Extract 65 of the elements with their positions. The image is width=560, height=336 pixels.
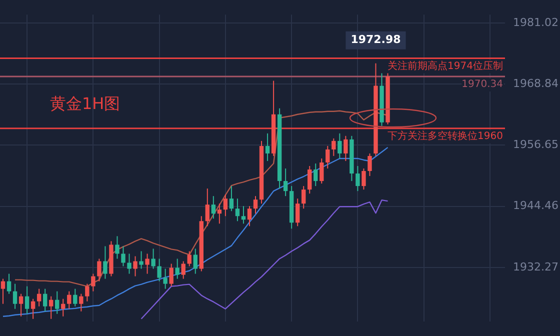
y-tick-label: 1956.65: [513, 138, 558, 152]
candlestick: [223, 194, 228, 217]
candlestick: [175, 258, 180, 280]
candlestick: [253, 196, 258, 214]
y-tick-label: 1944.46: [513, 199, 558, 212]
candlestick: [344, 135, 348, 162]
candlestick: [91, 273, 96, 292]
y-tick-label: 1981.02: [513, 16, 558, 29]
candlestick: [229, 186, 234, 212]
candlestick: [193, 248, 198, 274]
candlestick: [181, 260, 186, 280]
candlestick: [247, 206, 252, 227]
candlestick: [97, 258, 102, 282]
candlestick: [121, 246, 126, 267]
candlestick: [36, 288, 42, 307]
candlestick: [145, 253, 150, 274]
candlestick: [295, 198, 300, 227]
candlestick: [217, 203, 222, 224]
candlestick: [24, 286, 30, 314]
text: 黄金1H图: [50, 94, 120, 113]
candlestick: [187, 250, 192, 267]
candlestick: [314, 162, 318, 187]
candlestick: [73, 288, 78, 307]
candlestick: [265, 132, 270, 162]
candlestick: [157, 258, 162, 282]
candlestick: [0, 278, 6, 304]
candlestick: [308, 165, 312, 194]
candlestick: [241, 206, 246, 224]
candlestick: [332, 138, 336, 156]
candlestick: [320, 158, 324, 184]
candlestick: [362, 168, 366, 190]
candlestick: [235, 198, 240, 222]
candlestick: [139, 250, 144, 270]
candlestick: [12, 283, 18, 310]
candlestick: [42, 288, 48, 312]
candlestick: [30, 298, 36, 320]
candlestick: [338, 132, 342, 159]
candlestick: [326, 145, 330, 169]
candlestick: [79, 293, 84, 312]
candlestick: [55, 290, 60, 314]
ref-line-label: 关注前期高点1974位压制: [388, 60, 503, 72]
candlestick: [301, 186, 306, 210]
candlestick: [133, 256, 138, 277]
y-tick-label: 1932.27: [513, 260, 558, 274]
candlestick: [211, 196, 216, 220]
candlestick: [127, 253, 132, 274]
candlestick: [163, 268, 168, 290]
candlestick: [67, 290, 72, 310]
candlestick: [151, 248, 156, 270]
candlestick: [205, 188, 210, 227]
candlestick: [61, 298, 66, 317]
candlestick: [103, 246, 108, 280]
candlestick: [48, 296, 54, 320]
candlestick: [169, 263, 174, 287]
candlestick: [85, 283, 90, 302]
candlestick: [6, 273, 12, 294]
ref-line-label: 1970.34: [462, 79, 503, 90]
y-tick-label: 1968.84: [513, 76, 558, 90]
candlestick: [283, 168, 288, 197]
candlestick: [368, 152, 372, 177]
annotation: 1972.98: [350, 33, 401, 46]
candlestick: [115, 236, 120, 260]
candlestick: [18, 293, 24, 317]
candlestick: [356, 165, 360, 192]
ref-line-label: 下方关注多空转换位1960: [388, 130, 503, 142]
